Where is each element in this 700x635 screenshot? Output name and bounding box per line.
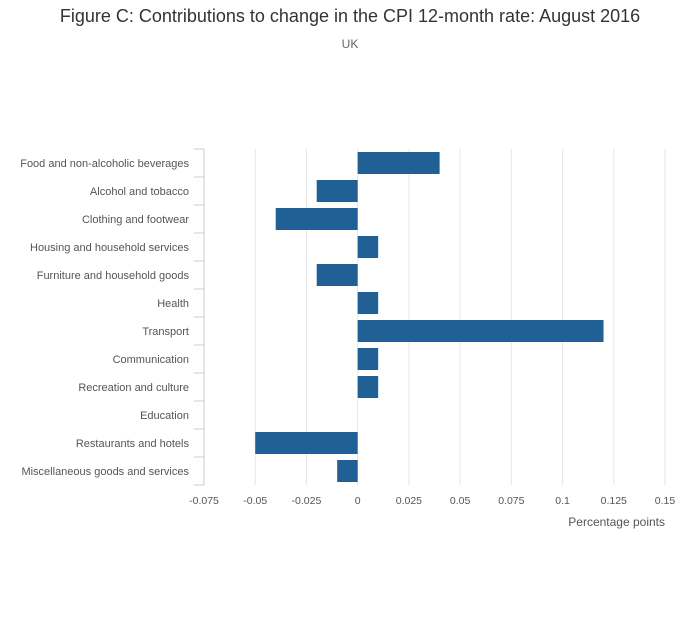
bar[interactable] [357, 236, 379, 258]
category-label: Transport [142, 326, 189, 338]
category-label: Recreation and culture [78, 382, 189, 394]
x-tick-label: -0.025 [292, 495, 322, 507]
x-tick-label: -0.05 [243, 495, 267, 507]
category-label: Clothing and footwear [82, 214, 189, 226]
category-label: Housing and household services [30, 242, 189, 254]
x-axis-title: Percentage points [568, 515, 665, 529]
bar[interactable] [275, 208, 358, 230]
chart-subtitle: UK [341, 37, 359, 51]
x-tick-label: 0.15 [655, 495, 676, 507]
x-tick-label: 0 [355, 495, 361, 507]
category-label: Food and non-alcoholic beverages [20, 158, 189, 170]
x-tick-label: 0.1 [555, 495, 570, 507]
x-tick-label: -0.075 [189, 495, 219, 507]
bar[interactable] [357, 348, 379, 370]
category-label: Miscellaneous goods and services [21, 466, 189, 478]
bar[interactable] [357, 376, 379, 398]
category-label: Education [140, 410, 189, 422]
bar[interactable] [357, 320, 604, 342]
x-tick-label: 0.025 [396, 495, 422, 507]
category-label: Communication [113, 354, 189, 366]
category-label: Health [157, 298, 189, 310]
category-label: Restaurants and hotels [76, 438, 190, 450]
bar[interactable] [357, 152, 440, 174]
bar[interactable] [337, 460, 358, 482]
x-tick-label: 0.125 [601, 495, 627, 507]
bar[interactable] [357, 292, 379, 314]
category-label: Alcohol and tobacco [90, 186, 189, 198]
bar[interactable] [316, 180, 358, 202]
x-tick-label: 0.075 [498, 495, 524, 507]
category-label: Furniture and household goods [37, 270, 190, 282]
chart-title: Figure C: Contributions to change in the… [59, 6, 641, 26]
x-tick-label: 0.05 [450, 495, 471, 507]
bar[interactable] [255, 432, 358, 454]
bar[interactable] [316, 264, 358, 286]
